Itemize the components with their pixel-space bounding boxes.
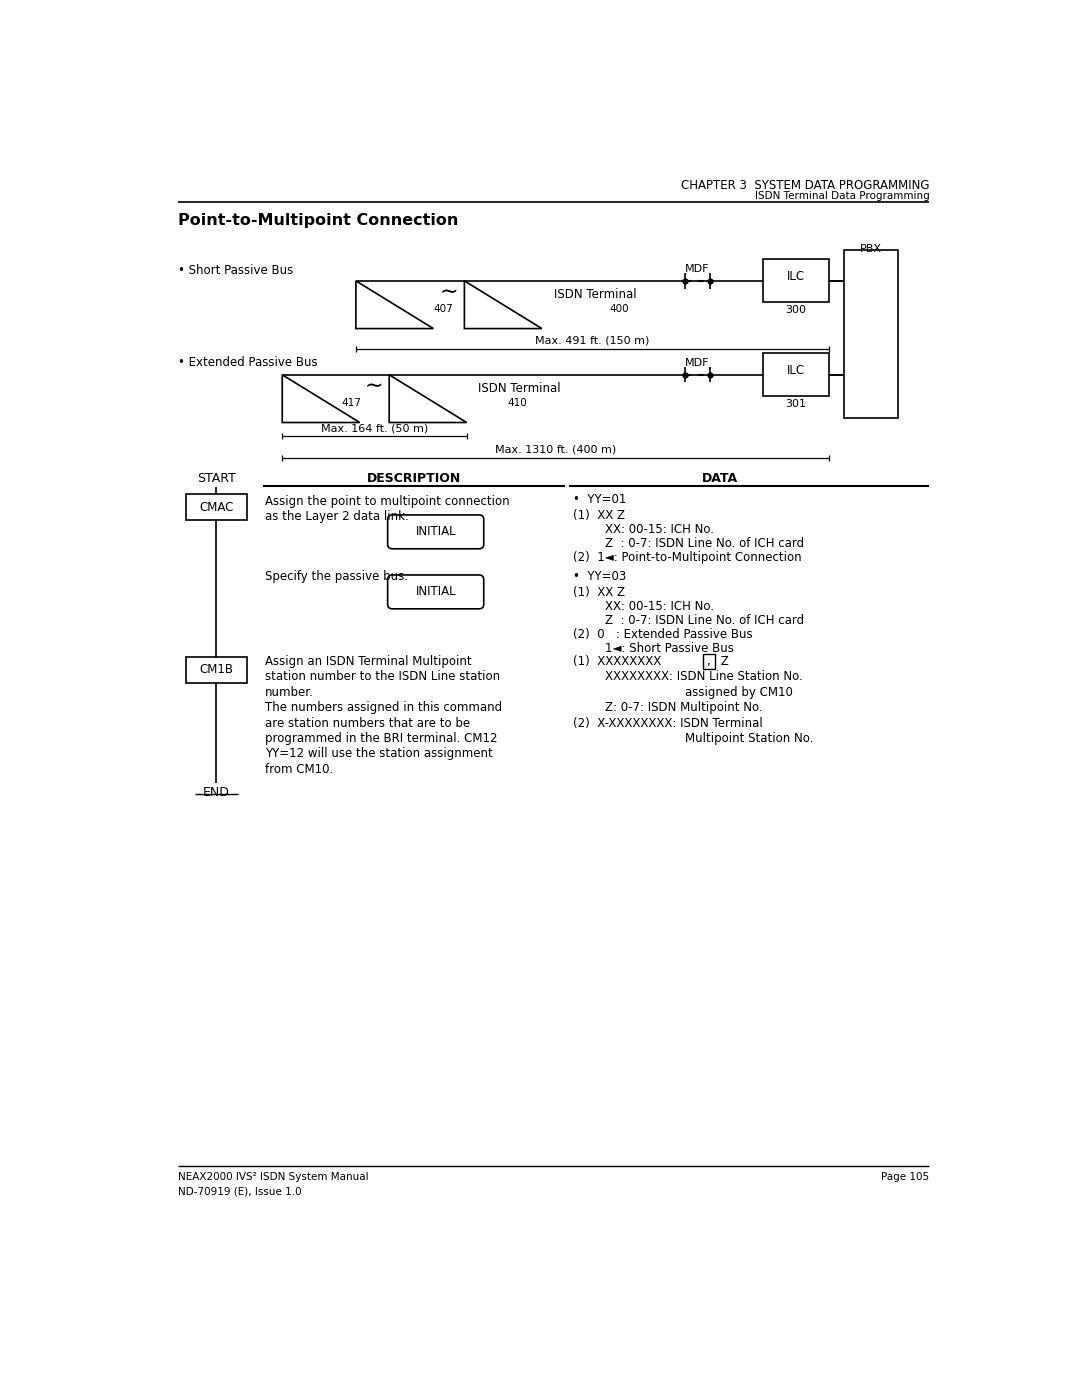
Text: ND-70919 (E), Issue 1.0: ND-70919 (E), Issue 1.0 (177, 1186, 301, 1196)
Text: programmed in the BRI terminal. CM12: programmed in the BRI terminal. CM12 (266, 732, 498, 745)
Text: The numbers assigned in this command: The numbers assigned in this command (266, 701, 502, 714)
Text: XX: 00-15: ICH No.: XX: 00-15: ICH No. (606, 601, 715, 613)
Text: assigned by CM10: assigned by CM10 (685, 686, 793, 698)
Text: CM1B: CM1B (200, 664, 233, 676)
Text: ,: , (706, 655, 710, 668)
Text: 410: 410 (507, 398, 527, 408)
Text: (1)  XX Z: (1) XX Z (572, 509, 625, 521)
Text: ILC: ILC (786, 363, 805, 377)
Text: START: START (197, 472, 235, 485)
Text: •  YY=01: • YY=01 (572, 493, 626, 506)
Bar (845, 250, 899, 418)
Text: as the Layer 2 data link.: as the Layer 2 data link. (266, 510, 409, 524)
Text: (2)  X-XXXXXXXX: ISDN Terminal: (2) X-XXXXXXXX: ISDN Terminal (572, 717, 762, 729)
Text: DATA: DATA (702, 472, 739, 485)
Text: ILC: ILC (786, 270, 805, 282)
Text: CHAPTER 3  SYSTEM DATA PROGRAMMING: CHAPTER 3 SYSTEM DATA PROGRAMMING (680, 179, 930, 193)
Text: 1◄: Short Passive Bus: 1◄: Short Passive Bus (606, 643, 734, 655)
Text: 400: 400 (609, 305, 630, 314)
Text: from CM10.: from CM10. (266, 763, 334, 775)
Text: MDF: MDF (685, 264, 710, 274)
Text: 407: 407 (433, 305, 454, 314)
Text: Multipoint Station No.: Multipoint Station No. (685, 732, 813, 745)
Text: YY=12 will use the station assignment: YY=12 will use the station assignment (266, 747, 492, 760)
Text: ISDN Terminal: ISDN Terminal (554, 288, 636, 302)
Text: • Extended Passive Bus: • Extended Passive Bus (177, 356, 318, 369)
Text: 417: 417 (341, 398, 362, 408)
Bar (762, 353, 828, 397)
Text: DESCRIPTION: DESCRIPTION (367, 472, 461, 485)
Text: (1)  XXXXXXXX: (1) XXXXXXXX (572, 655, 665, 668)
Text: 301: 301 (785, 400, 806, 409)
Bar (186, 495, 246, 520)
Text: PBX: PBX (861, 244, 882, 254)
Text: MDF: MDF (685, 358, 710, 367)
Text: Assign an ISDN Terminal Multipoint: Assign an ISDN Terminal Multipoint (266, 655, 472, 668)
Text: Z  : 0-7: ISDN Line No. of ICH card: Z : 0-7: ISDN Line No. of ICH card (606, 615, 805, 627)
Text: are station numbers that are to be: are station numbers that are to be (266, 717, 470, 729)
Text: •  YY=03: • YY=03 (572, 570, 626, 584)
Text: INITIAL: INITIAL (416, 585, 456, 598)
Text: ISDN Terminal Data Programming: ISDN Terminal Data Programming (755, 191, 930, 201)
FancyBboxPatch shape (388, 515, 484, 549)
Text: Z: Z (717, 655, 729, 668)
Text: Page 105: Page 105 (881, 1172, 930, 1182)
Text: Point-to-Multipoint Connection: Point-to-Multipoint Connection (177, 214, 458, 228)
Text: • Short Passive Bus: • Short Passive Bus (177, 264, 293, 277)
Text: (2)  1◄: Point-to-Multipoint Connection: (2) 1◄: Point-to-Multipoint Connection (572, 550, 801, 564)
Text: Z  : 0-7: ISDN Line No. of ICH card: Z : 0-7: ISDN Line No. of ICH card (606, 538, 805, 550)
Text: station number to the ISDN Line station: station number to the ISDN Line station (266, 671, 500, 683)
Text: ∼: ∼ (440, 282, 458, 302)
Text: 300: 300 (785, 306, 806, 316)
Text: Max. 1310 ft. (400 m): Max. 1310 ft. (400 m) (495, 444, 616, 455)
Text: Z: 0-7: ISDN Multipoint No.: Z: 0-7: ISDN Multipoint No. (606, 701, 764, 714)
Text: END: END (203, 787, 230, 799)
Bar (762, 260, 828, 302)
Text: Specify the passive bus.: Specify the passive bus. (266, 570, 408, 584)
Text: (2)  0   : Extended Passive Bus: (2) 0 : Extended Passive Bus (572, 629, 753, 641)
Text: number.: number. (266, 686, 314, 698)
Text: XXXXXXXX: ISDN Line Station No.: XXXXXXXX: ISDN Line Station No. (606, 671, 804, 683)
Text: CMAC: CMAC (199, 500, 233, 514)
Text: Assign the point to multipoint connection: Assign the point to multipoint connectio… (266, 495, 510, 509)
FancyBboxPatch shape (388, 576, 484, 609)
Text: XX: 00-15: ICH No.: XX: 00-15: ICH No. (606, 524, 715, 536)
Text: NEAX2000 IVS² ISDN System Manual: NEAX2000 IVS² ISDN System Manual (177, 1172, 368, 1182)
Text: Max. 491 ft. (150 m): Max. 491 ft. (150 m) (535, 335, 649, 345)
Text: Max. 164 ft. (50 m): Max. 164 ft. (50 m) (321, 423, 428, 433)
Text: ∼: ∼ (364, 376, 383, 397)
Bar (703, 654, 715, 669)
Text: (1)  XX Z: (1) XX Z (572, 585, 625, 599)
Text: ISDN Terminal: ISDN Terminal (477, 383, 561, 395)
Bar (186, 657, 246, 683)
Text: INITIAL: INITIAL (416, 525, 456, 538)
